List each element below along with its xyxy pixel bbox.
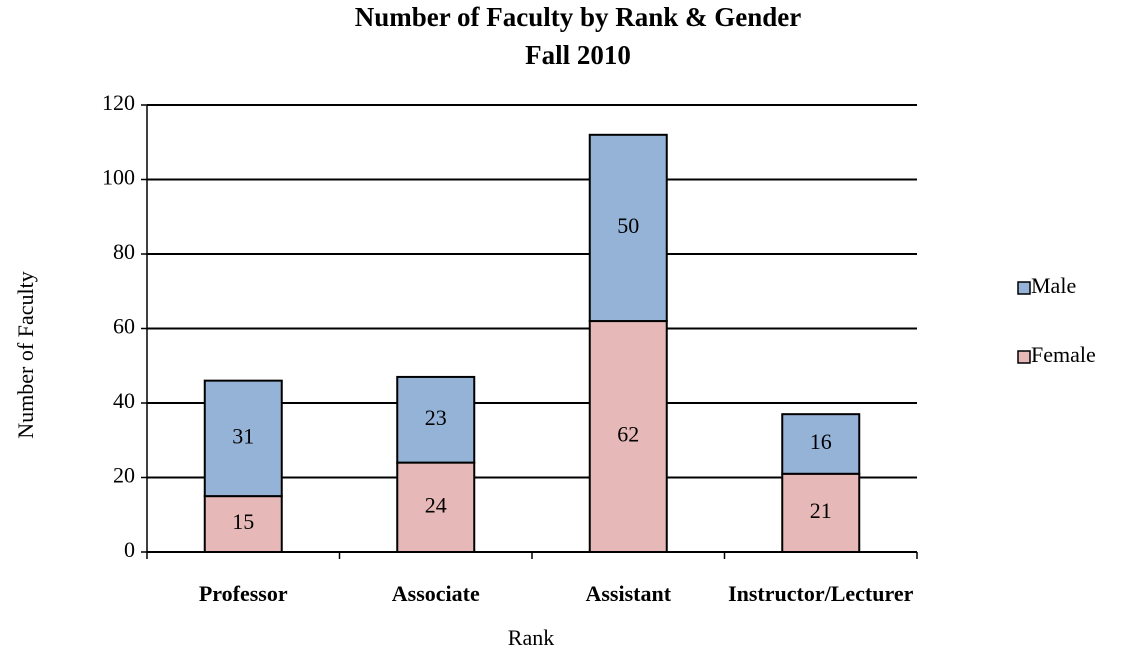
data-label: 23 bbox=[425, 405, 447, 430]
data-label: 16 bbox=[810, 429, 832, 454]
legend-label: Male bbox=[1031, 273, 1076, 298]
x-tick-label: Associate bbox=[392, 581, 480, 606]
chart-title: Number of Faculty by Rank & Gender bbox=[355, 2, 802, 32]
data-label: 24 bbox=[425, 492, 447, 517]
y-tick-label: 20 bbox=[113, 463, 135, 488]
x-axis-label: Rank bbox=[508, 625, 554, 650]
y-tick-label: 80 bbox=[113, 239, 135, 264]
x-tick-label: Instructor/Lecturer bbox=[728, 581, 914, 606]
y-tick-label: 60 bbox=[113, 314, 135, 339]
y-tick-label: 100 bbox=[102, 165, 135, 190]
x-tick-label: Professor bbox=[199, 581, 288, 606]
chart-subtitle: Fall 2010 bbox=[525, 40, 631, 70]
data-label: 62 bbox=[617, 422, 639, 447]
y-tick-label: 120 bbox=[102, 90, 135, 115]
bar-segment bbox=[203, 379, 283, 498]
bar-segment bbox=[781, 472, 861, 553]
bar-segment bbox=[588, 320, 668, 553]
bar-segment bbox=[781, 413, 861, 475]
data-label: 21 bbox=[810, 498, 832, 523]
bar-segment bbox=[396, 375, 476, 464]
data-label: 31 bbox=[232, 423, 254, 448]
bar-segment bbox=[588, 133, 668, 323]
legend-swatch bbox=[1017, 281, 1031, 295]
data-label: 15 bbox=[232, 509, 254, 534]
legend-label: Female bbox=[1031, 342, 1096, 367]
x-tick-label: Assistant bbox=[585, 581, 671, 606]
data-label: 50 bbox=[617, 213, 639, 238]
y-tick-label: 40 bbox=[113, 388, 135, 413]
legend-swatch bbox=[1017, 350, 1031, 364]
y-tick-label: 0 bbox=[124, 537, 135, 562]
y-axis-label: Number of Faculty bbox=[13, 271, 38, 438]
